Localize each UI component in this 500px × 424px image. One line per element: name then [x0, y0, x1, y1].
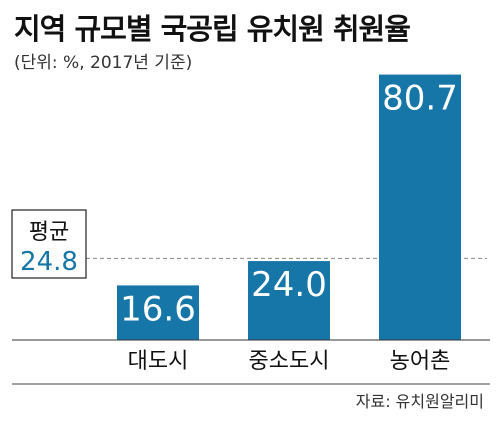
bar	[379, 74, 461, 340]
average-label: 평균	[29, 220, 69, 245]
bar	[117, 285, 199, 340]
bar-value-label: 16.6	[120, 289, 196, 329]
chart-source: 자료: 유치원알리미	[355, 392, 484, 411]
average-value: 24.8	[20, 247, 78, 277]
bar-value-label: 80.7	[382, 79, 458, 119]
category-label: 농어촌	[390, 349, 451, 374]
chart-title: 지역 규모별 국공립 유치원 취원율	[14, 12, 411, 46]
chart-subtitle: (단위: %, 2017년 기준)	[14, 53, 193, 73]
category-label: 중소도시	[249, 349, 330, 374]
bar-value-label: 24.0	[251, 265, 327, 305]
average-box	[11, 209, 87, 279]
category-label: 대도시	[128, 349, 189, 374]
bar	[248, 261, 330, 340]
